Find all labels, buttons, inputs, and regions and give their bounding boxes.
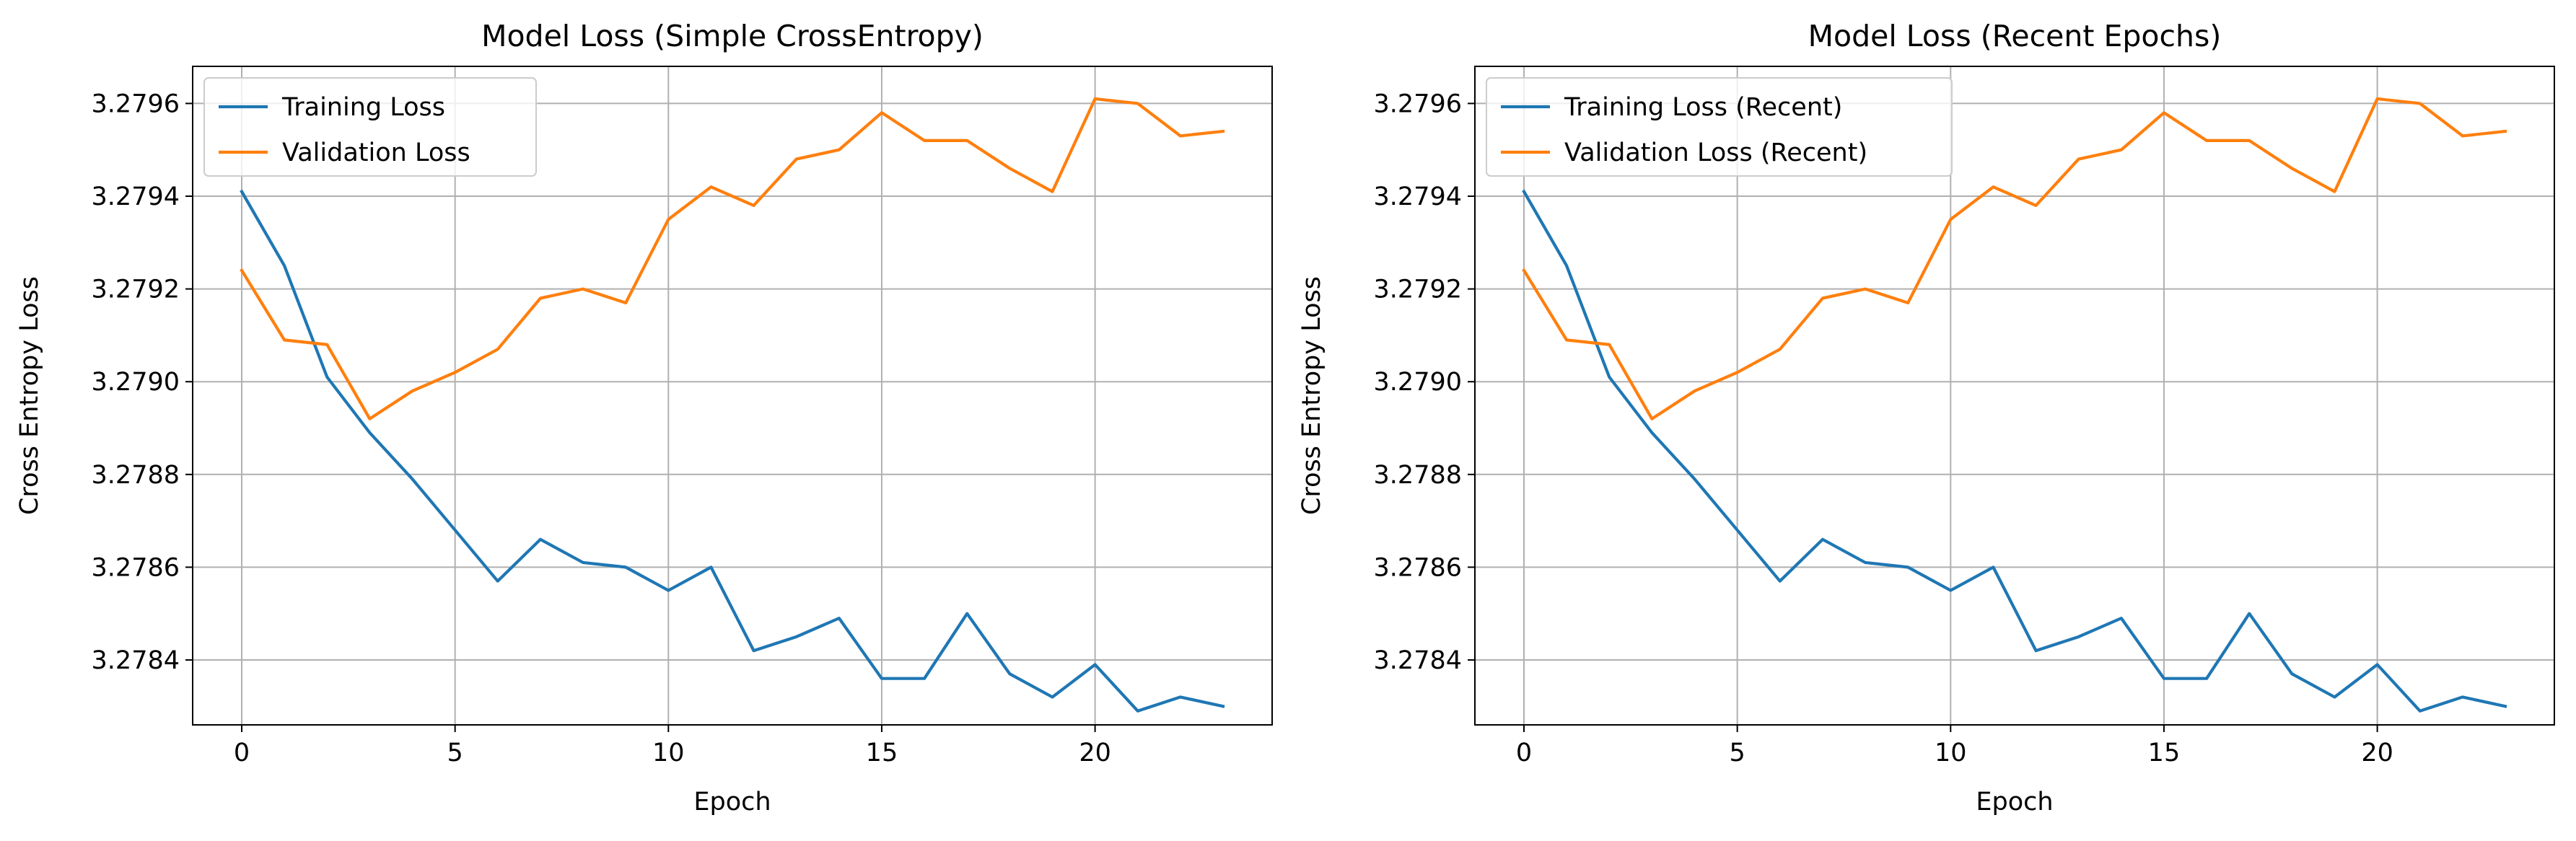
plot-area-frame (1474, 66, 2555, 726)
legend-entry-label: Validation Loss (Recent) (1564, 138, 1867, 167)
series-line-validation-loss-recent (1522, 97, 2507, 420)
x-tick-label: 20 (2361, 739, 2393, 767)
x-tick-label: 10 (652, 739, 685, 767)
plot-area-frame (192, 66, 1273, 726)
y-axis-label: Cross Entropy Loss (1297, 276, 1326, 515)
y-tick-label: 3.2786 (92, 553, 180, 582)
chart-title: Model Loss (Recent Epochs) (1808, 19, 2222, 53)
y-tick-label: 3.2792 (1374, 276, 1462, 304)
y-tick-label: 3.2796 (92, 89, 180, 118)
y-tick-label: 3.2788 (92, 461, 180, 490)
x-tick-label: 0 (234, 739, 250, 767)
y-axis-label: Cross Entropy Loss (15, 276, 44, 515)
y-tick-label: 3.2790 (1374, 368, 1462, 397)
series-line-training-loss (240, 189, 1225, 713)
x-tick-label: 10 (1935, 739, 1967, 767)
chart-panel-1: 0 5 10 15 20 3.2784 3.2786 3.2788 3.2790 3.2792 3.… (15, 19, 1273, 816)
chart-panel-2: 0 5 10 15 20 3.2784 3.2786 3.2788 3.2790 3.2792 3.… (1297, 19, 2555, 816)
x-tick-label: 15 (2148, 739, 2181, 767)
series-line-validation-loss (240, 97, 1225, 420)
x-tick-label: 5 (1730, 739, 1745, 767)
chart-title: Model Loss (Simple CrossEntropy) (481, 19, 983, 53)
x-axis-label: Epoch (693, 788, 771, 816)
x-tick-label: 0 (1516, 739, 1532, 767)
x-tick-label: 5 (447, 739, 463, 767)
x-axis-label: Epoch (1976, 788, 2053, 816)
legend: Training Loss (Recent) Validation Loss (R… (1486, 77, 1953, 177)
y-tick-label: 3.2786 (1374, 553, 1462, 582)
legend-frame (1486, 77, 1953, 177)
legend-entry-label: Training Loss (Recent) (1564, 93, 1842, 122)
y-tick-label: 3.2792 (92, 276, 180, 304)
y-tick-label: 3.2794 (92, 182, 180, 211)
y-tick-label: 3.2788 (1374, 461, 1462, 490)
legend: Training Loss Validation Loss (203, 77, 537, 177)
x-tick-label: 15 (866, 739, 898, 767)
series-line-training-loss-recent (1522, 189, 2507, 713)
x-tick-label: 20 (1079, 739, 1111, 767)
y-tick-label: 3.2784 (1374, 646, 1462, 675)
y-tick-label: 3.2796 (1374, 89, 1462, 118)
y-tick-label: 3.2790 (92, 368, 180, 397)
y-tick-label: 3.2794 (1374, 182, 1462, 211)
y-tick-label: 3.2784 (92, 646, 180, 675)
legend-entry-label: Training Loss (281, 93, 445, 122)
legend-entry-label: Validation Loss (282, 138, 470, 167)
legend-frame (203, 77, 537, 177)
